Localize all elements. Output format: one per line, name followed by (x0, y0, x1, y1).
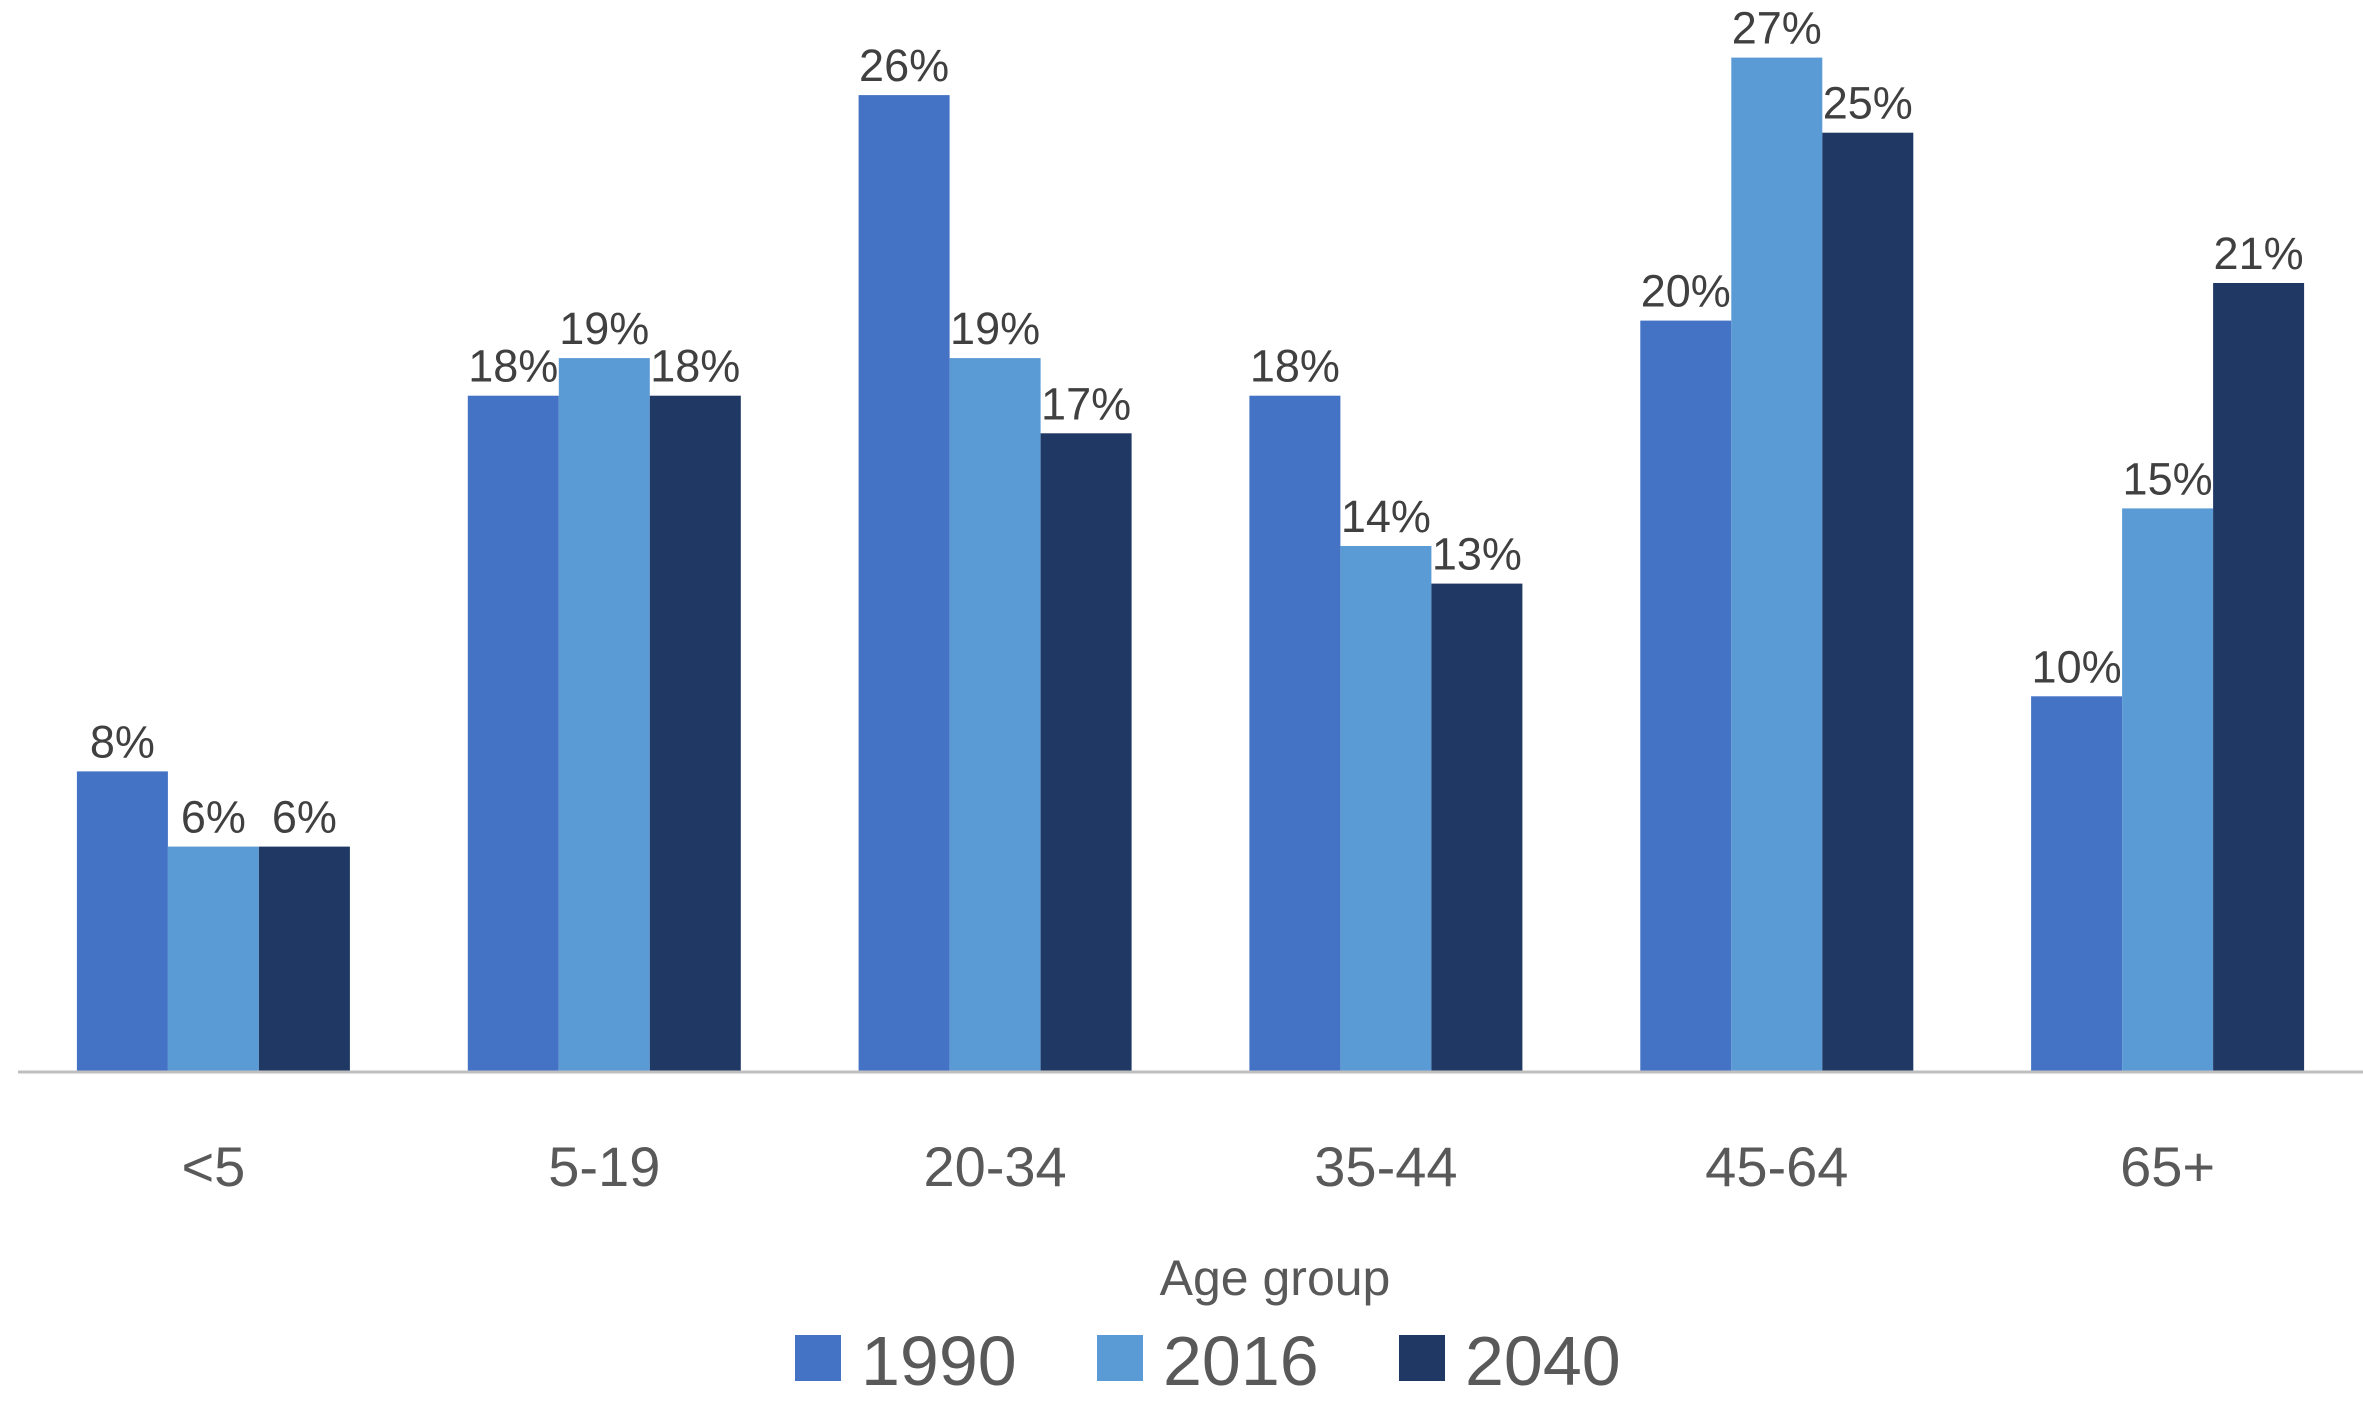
data-label: 10% (2032, 641, 2122, 692)
bar-2040-20-34 (1040, 433, 1132, 1072)
data-label: 21% (2214, 228, 2304, 279)
data-label: 25% (1823, 78, 1913, 129)
x-tick-label: 5-19 (548, 1135, 660, 1198)
bar-2040-45-64 (1822, 132, 1914, 1072)
data-label: 18% (468, 341, 558, 392)
legend-swatch-2040 (1399, 1335, 1445, 1381)
legend-swatch-2016 (1097, 1335, 1143, 1381)
bar-1990-35-44 (1249, 395, 1341, 1072)
bar-2016-5-19 (558, 358, 650, 1073)
x-tick-label: 65+ (2120, 1135, 2215, 1198)
bar-1990-5-19 (467, 395, 559, 1072)
data-label: 17% (1041, 378, 1131, 429)
data-label: 18% (650, 341, 740, 392)
x-tick-label: 35-44 (1314, 1135, 1457, 1198)
data-label: 18% (1250, 341, 1340, 392)
data-label: 14% (1341, 491, 1431, 542)
data-label: 6% (272, 792, 337, 843)
x-tick-labels: <5 5-19 20-34 35-44 45-64 65+ (181, 1135, 2215, 1198)
x-axis-title: Age group (1160, 1250, 1391, 1306)
data-label: 20% (1641, 266, 1731, 317)
legend-label-1990: 1990 (861, 1322, 1017, 1400)
x-tick-label: <5 (181, 1135, 245, 1198)
bars-layer (76, 57, 2305, 1073)
legend-label-2016: 2016 (1163, 1322, 1319, 1400)
data-labels-layer: 8%6% 6%18%19%18%26%19%17%18%14%13%20%27%2… (90, 3, 2304, 843)
legend-swatch-1990 (795, 1335, 841, 1381)
bar-2016-20-34 (949, 358, 1041, 1073)
legend: 1990 2016 2040 (795, 1322, 1621, 1400)
data-label: 13% (1432, 529, 1522, 580)
data-label: 6% (181, 792, 246, 843)
bar-1990-20-34 (858, 95, 950, 1073)
x-tick-label: 20-34 (923, 1135, 1066, 1198)
bar-2016-65+ (2122, 508, 2214, 1072)
data-label: 19% (950, 303, 1040, 354)
bar-2040-5-19 (649, 395, 741, 1072)
bar-2016-35-44 (1340, 546, 1432, 1072)
data-label: 15% (2123, 453, 2213, 504)
bar-2016-45-64 (1731, 57, 1823, 1073)
data-label: 26% (859, 40, 949, 91)
legend-label-2040: 2040 (1465, 1322, 1621, 1400)
bar-1990-<5 (76, 771, 168, 1072)
bar-2016-<5 (167, 846, 259, 1072)
x-tick-label: 45-64 (1705, 1135, 1848, 1198)
bar-1990-45-64 (1640, 320, 1732, 1073)
data-label: 19% (559, 303, 649, 354)
bar-2040-<5 (258, 846, 350, 1072)
data-label: 27% (1732, 3, 1822, 54)
bar-1990-65+ (2031, 696, 2123, 1072)
bar-2040-35-44 (1431, 583, 1523, 1072)
data-label: 8% (90, 716, 155, 767)
bar-2040-65+ (2213, 283, 2305, 1072)
